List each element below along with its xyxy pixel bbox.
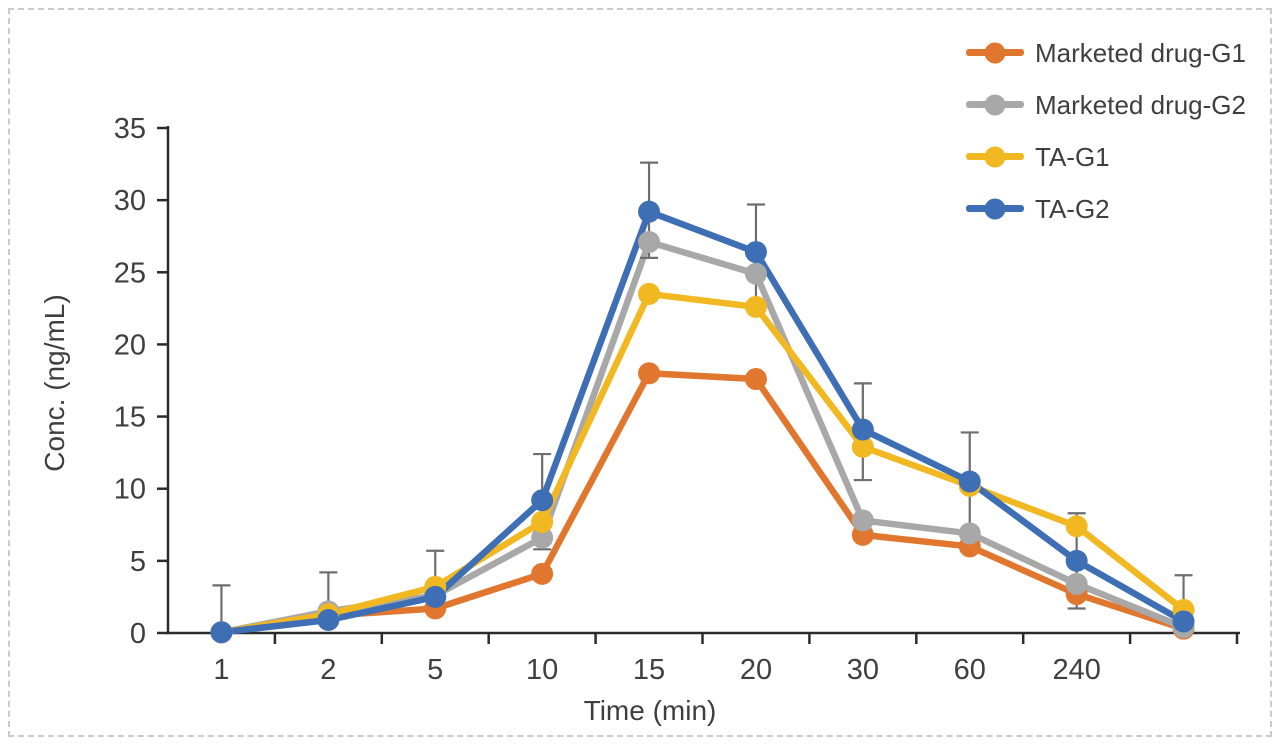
x-axis-title: Time (min) <box>583 695 717 726</box>
data-point-marker <box>638 282 661 305</box>
legend: Marketed drug-G1 Marketed drug-G2 TA-G1 TA-… <box>966 27 1246 235</box>
legend-item-ta-g2: TA-G2 <box>966 183 1246 235</box>
legend-dot <box>984 146 1006 168</box>
y-tick-label: 35 <box>114 113 146 145</box>
data-point-marker <box>744 295 767 318</box>
x-tick-label: 30 <box>847 654 879 686</box>
legend-label: Marketed drug-G2 <box>1035 89 1246 120</box>
x-tick-label: 2 <box>320 654 336 686</box>
data-point-marker <box>1065 515 1088 538</box>
legend-item-ta-g1: TA-G1 <box>966 131 1246 183</box>
x-tick-label: 15 <box>633 654 665 686</box>
data-point-marker <box>424 585 447 608</box>
y-tick-label: 0 <box>130 618 146 650</box>
legend-label: Marketed drug-G1 <box>1035 37 1246 68</box>
data-point-marker <box>531 489 554 512</box>
y-tick-label: 10 <box>114 474 146 506</box>
data-point-marker <box>638 200 661 223</box>
series-line-marketed-drug-g1 <box>218 370 1187 636</box>
series-line-ta-g2 <box>218 208 1187 636</box>
legend-line-marker-icon <box>966 146 1024 168</box>
data-point-marker <box>317 609 340 632</box>
data-point-marker <box>744 262 767 285</box>
y-tick-label: 25 <box>114 257 146 289</box>
data-point-marker <box>958 522 981 545</box>
legend-item-marketed-drug-g2: Marketed drug-G2 <box>966 79 1246 131</box>
data-point-marker <box>531 510 554 533</box>
x-tick-label: 5 <box>427 654 443 686</box>
legend-line-marker-icon <box>966 42 1024 64</box>
series-line-ta-g1 <box>218 290 1187 636</box>
legend-item-marketed-drug-g1: Marketed drug-G1 <box>966 27 1246 79</box>
data-point-marker <box>638 230 661 253</box>
x-tick-label: 1 <box>213 654 229 686</box>
data-point-marker <box>1065 572 1088 595</box>
legend-line-marker-icon <box>966 198 1024 220</box>
y-tick-label: 20 <box>114 329 146 361</box>
y-tick-label: 30 <box>114 185 146 217</box>
x-tick-label: 20 <box>740 654 772 686</box>
legend-dot <box>984 42 1006 64</box>
data-point-marker <box>1065 549 1088 572</box>
legend-label: TA-G2 <box>1035 193 1110 224</box>
legend-line-marker-icon <box>966 94 1024 116</box>
x-tick-label: 10 <box>526 654 558 686</box>
data-point-marker <box>744 241 767 264</box>
data-point-marker <box>851 509 874 532</box>
data-point-marker <box>851 435 874 458</box>
x-tick-label: 240 <box>1052 654 1100 686</box>
data-point-marker <box>958 470 981 493</box>
x-tick-label: 60 <box>954 654 986 686</box>
data-point-marker <box>744 368 767 391</box>
data-point-marker <box>531 526 554 549</box>
data-point-marker <box>210 621 233 644</box>
y-axis-title: Conc. (ng/mL) <box>39 294 70 472</box>
data-point-marker <box>638 362 661 385</box>
legend-label: TA-G1 <box>1035 141 1110 172</box>
data-point-marker <box>1172 610 1195 633</box>
y-tick-label: 5 <box>130 546 146 578</box>
legend-dot <box>984 198 1006 220</box>
y-tick-label: 15 <box>114 402 146 434</box>
legend-dot <box>984 94 1006 116</box>
data-point-marker <box>531 562 554 585</box>
data-point-marker <box>851 418 874 441</box>
